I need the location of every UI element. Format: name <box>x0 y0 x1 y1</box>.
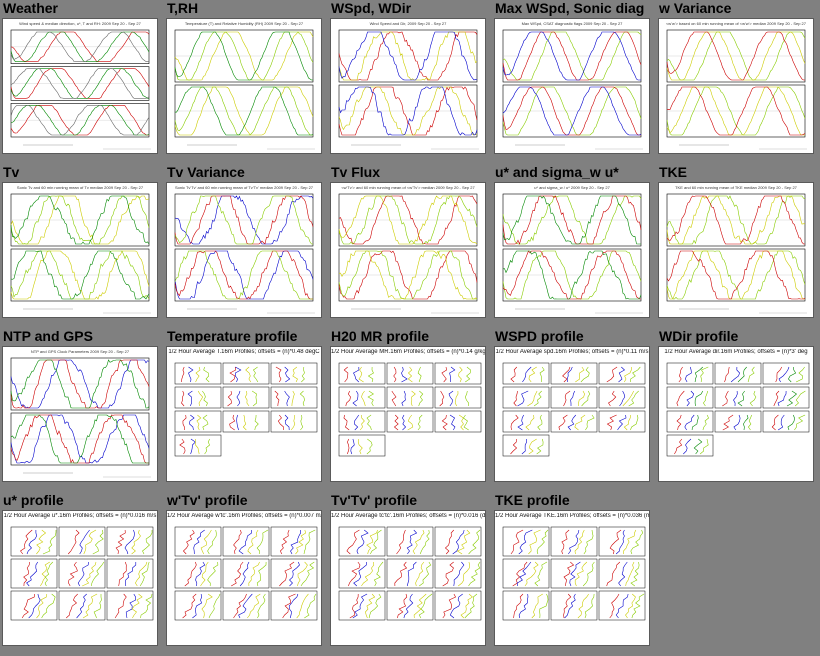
plot-title: T,RH <box>167 0 199 16</box>
plot-caption: TKE and 60 min running mean of TKE media… <box>675 185 797 190</box>
plot-preview-graphic <box>10 29 151 150</box>
plot-preview-graphic <box>502 193 643 314</box>
plot-title: Tv <box>3 164 20 180</box>
plot-preview-graphic <box>338 29 479 150</box>
plot-thumbnail-link[interactable]: 1/2 Hour Average spd.16m Profiles; offse… <box>494 346 650 482</box>
plot-preview-graphic <box>10 193 151 314</box>
plot-title: Tv Flux <box>331 164 381 180</box>
plot-caption: <w'Tv'> and 60 min running mean of <w'Tv… <box>341 185 475 190</box>
plot-preview-graphic <box>174 362 318 457</box>
plot-caption: 1/2 Hour Average dir.16m Profiles; offse… <box>664 349 808 355</box>
plot-title: WSpd, WDir <box>331 0 412 16</box>
plot-preview-graphic <box>174 29 315 150</box>
plot-thumbnail-link[interactable]: 1/2 Hour Average tc'tc'.16m Profiles; of… <box>330 510 486 646</box>
plot-thumbnail-link[interactable]: Wind speed & median direction, u*, T and… <box>2 18 158 154</box>
plot-title: u* and sigma_w u* <box>495 164 619 180</box>
plot-preview-graphic <box>502 362 646 457</box>
plot-title: TKE <box>659 164 687 180</box>
plot-thumbnail-link[interactable]: 1/2 Hour Average w'tc'.16m Profiles; off… <box>166 510 322 646</box>
plot-thumbnail-link[interactable]: Max WSpd, CSAT diagnostic flags 2009 Sep… <box>494 18 650 154</box>
plot-preview-graphic <box>502 526 646 621</box>
plot-thumbnail-link[interactable]: <w'Tv'> and 60 min running mean of <w'Tv… <box>330 182 486 318</box>
plot-caption: <w'w'> based on 60 min running mean of <… <box>665 21 807 26</box>
plot-thumbnail-link[interactable]: Temperature (T) and Relative Humidity (R… <box>166 18 322 154</box>
plot-preview-graphic <box>10 526 154 621</box>
plot-title: TKE profile <box>495 492 570 508</box>
plot-thumbnail-link[interactable]: u* and sigma_w / u* 2009 Sep 20 - Sep 27 <box>494 182 650 318</box>
plot-thumbnail-link[interactable]: 1/2 Hour Average dir.16m Profiles; offse… <box>658 346 814 482</box>
plot-caption: Sonic Tv'Tv' and 60 min running mean of … <box>174 185 314 190</box>
plot-caption: 1/2 Hour Average tc'tc'.16m Profiles; of… <box>331 513 485 519</box>
plot-thumbnail-link[interactable]: Sonic Tv and 60 min running mean of Tv m… <box>2 182 158 318</box>
plot-title: Temperature profile <box>167 328 298 344</box>
plot-title: Weather <box>3 0 58 16</box>
plot-title: u* profile <box>3 492 64 508</box>
plot-preview-graphic <box>502 29 643 150</box>
plot-caption: 1/2 Hour Average MR.16m Profiles; offset… <box>331 349 485 355</box>
plot-preview-graphic <box>174 526 318 621</box>
plot-preview-graphic <box>338 362 482 457</box>
plot-caption: Wind Speed and Dir, 2009 Sep 20 - Sep 27 <box>369 21 447 26</box>
plot-title: WSPD profile <box>495 328 584 344</box>
plot-caption: Wind speed & median direction, u*, T and… <box>19 21 141 26</box>
plot-thumbnail-link[interactable]: 1/2 Hour Average TKE.16m Profiles; offse… <box>494 510 650 646</box>
plot-caption: u* and sigma_w / u* 2009 Sep 20 - Sep 27 <box>534 185 610 190</box>
plot-title: WDir profile <box>659 328 739 344</box>
plot-caption: NTP and GPS Clock Parameters 2009 Sep 20… <box>30 349 130 354</box>
plot-preview-graphic <box>338 526 482 621</box>
plot-preview-graphic <box>666 193 807 314</box>
plot-caption: 1/2 Hour Average TKE.16m Profiles; offse… <box>495 513 649 519</box>
plot-caption: 1/2 Hour Average u*.16m Profiles; offset… <box>3 513 157 519</box>
plot-preview-graphic <box>174 193 315 314</box>
plot-title: Tv Variance <box>167 164 245 180</box>
plot-thumbnail-link[interactable]: 1/2 Hour Average MR.16m Profiles; offset… <box>330 346 486 482</box>
plot-title: NTP and GPS <box>3 328 93 344</box>
plot-preview-graphic <box>666 29 807 150</box>
plot-thumbnail-link[interactable]: 1/2 Hour Average u*.16m Profiles; offset… <box>2 510 158 646</box>
plot-thumbnail-link[interactable]: <w'w'> based on 60 min running mean of <… <box>658 18 814 154</box>
plot-preview-graphic <box>666 362 810 457</box>
plot-caption: 1/2 Hour Average T.16m Profiles; offsets… <box>168 349 320 355</box>
plot-caption: 1/2 Hour Average w'tc'.16m Profiles; off… <box>167 513 321 519</box>
plot-thumbnail-link[interactable]: 1/2 Hour Average T.16m Profiles; offsets… <box>166 346 322 482</box>
plot-title: Tv'Tv' profile <box>331 492 418 508</box>
plot-title: H20 MR profile <box>331 328 430 344</box>
plot-caption: Max WSpd, CSAT diagnostic flags 2009 Sep… <box>521 21 623 26</box>
plot-thumbnail-link[interactable]: NTP and GPS Clock Parameters 2009 Sep 20… <box>2 346 158 482</box>
plot-title: w Variance <box>659 0 732 16</box>
plot-title: w'Tv' profile <box>167 492 248 508</box>
plot-thumbnail-link[interactable]: Sonic Tv'Tv' and 60 min running mean of … <box>166 182 322 318</box>
plot-title: Max WSpd, Sonic diag <box>495 0 645 16</box>
plot-thumbnail-link[interactable]: TKE and 60 min running mean of TKE media… <box>658 182 814 318</box>
plot-caption: Sonic Tv and 60 min running mean of Tv m… <box>16 185 144 190</box>
plot-preview-graphic <box>338 193 479 314</box>
plot-preview-graphic <box>10 357 151 478</box>
plot-thumbnail-link[interactable]: Wind Speed and Dir, 2009 Sep 20 - Sep 27 <box>330 18 486 154</box>
plot-caption: Temperature (T) and Relative Humidity (R… <box>184 21 304 26</box>
plot-caption: 1/2 Hour Average spd.16m Profiles; offse… <box>495 349 649 355</box>
